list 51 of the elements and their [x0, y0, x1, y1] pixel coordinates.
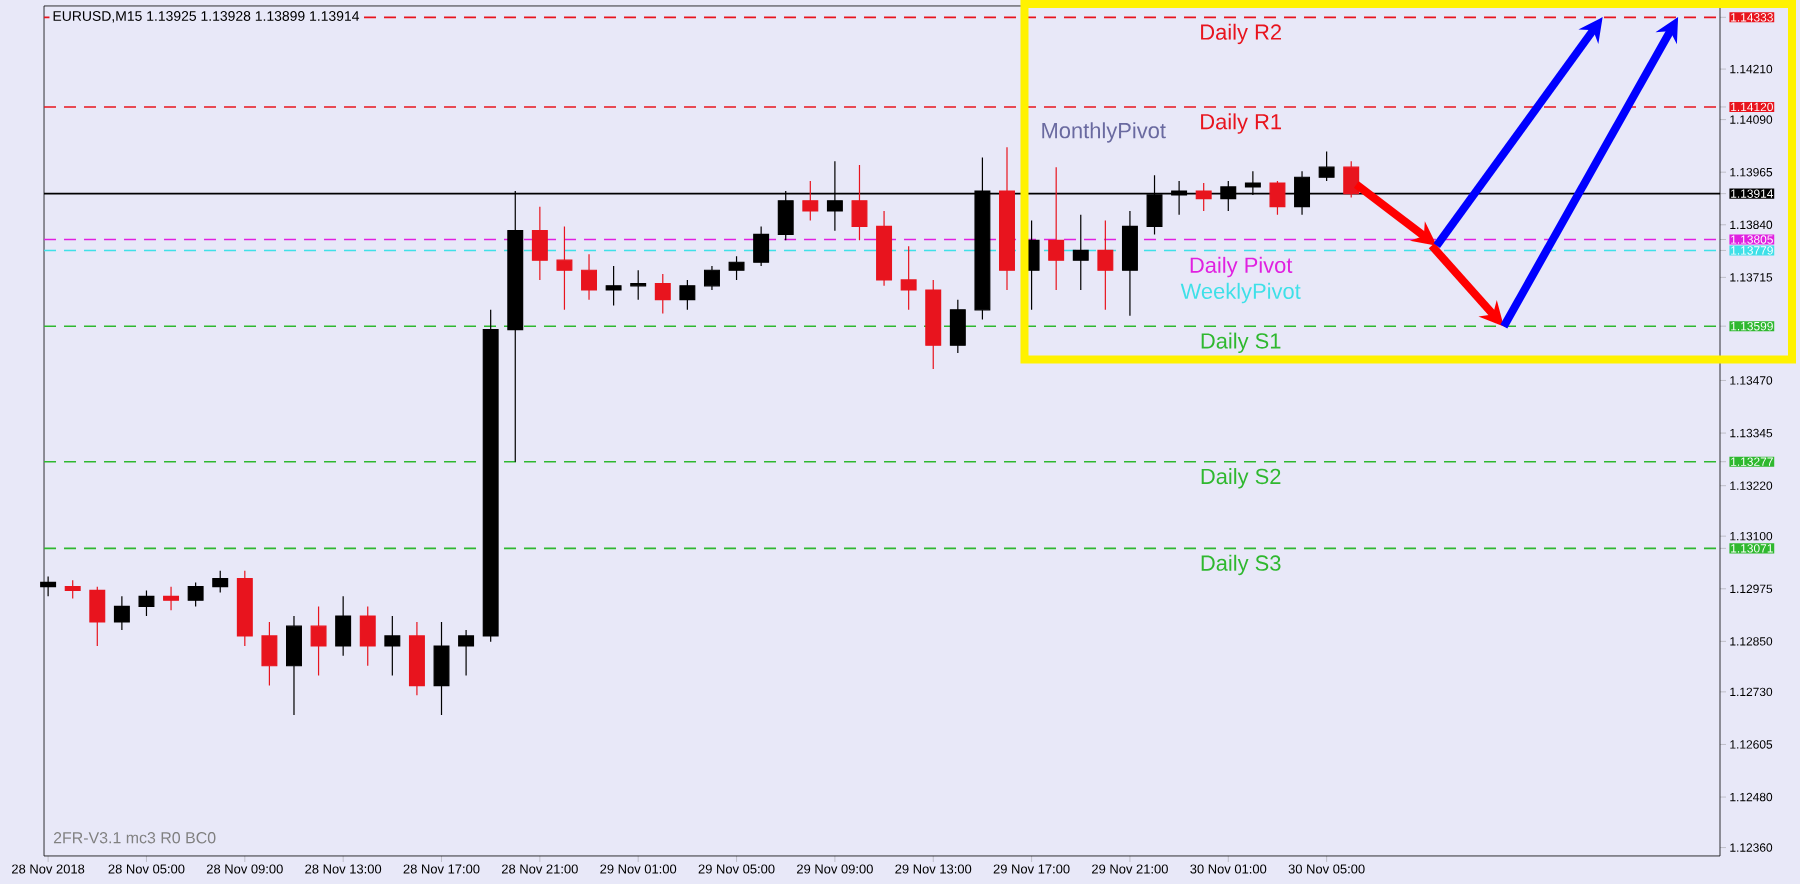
- ref-line-label: Daily Pivot: [1190, 256, 1293, 278]
- candlestick: [802, 180, 819, 222]
- candlestick: [113, 595, 130, 631]
- candlestick: [703, 265, 720, 291]
- ref-line-label: Daily S3: [1201, 554, 1281, 576]
- candlestick: [1343, 160, 1360, 199]
- candlestick: [335, 595, 352, 657]
- candlestick: [286, 615, 302, 716]
- ref-line-label: Daily S1: [1201, 332, 1281, 354]
- candlestick: [163, 586, 180, 611]
- candlestick: [359, 605, 376, 667]
- candlestick: [458, 629, 475, 677]
- candlestick: [753, 225, 770, 267]
- candlestick: [89, 586, 106, 647]
- candlestick: [949, 299, 966, 354]
- candlestick: [1318, 150, 1335, 182]
- candlestick: [630, 269, 647, 301]
- candlestick: [1195, 182, 1212, 212]
- candlestick: [728, 255, 745, 281]
- candlestick: [1048, 166, 1065, 291]
- ref-line-label: Daily R1: [1201, 113, 1281, 134]
- candlestick: [556, 225, 573, 311]
- candlestick: [138, 589, 155, 617]
- candlestick: [851, 164, 868, 241]
- candlestick: [408, 621, 425, 696]
- candlestick: [1121, 210, 1138, 317]
- candlestick: [1097, 219, 1114, 311]
- candlestick: [900, 245, 917, 311]
- candlestick: [581, 253, 597, 301]
- candlestick: [1072, 214, 1089, 291]
- candlestick: [384, 615, 401, 677]
- candlestick: [1269, 180, 1286, 216]
- candlestick: [531, 206, 548, 281]
- candlestick: [64, 579, 81, 600]
- candlestick: [605, 265, 622, 307]
- candlestick: [212, 570, 229, 594]
- candlestick: [261, 621, 278, 687]
- candlestick: [925, 279, 942, 370]
- candlestick: [236, 570, 253, 647]
- candlestick: [876, 210, 893, 287]
- candlestick: [999, 146, 1015, 291]
- ref-line-label: WeeklyPivot: [1180, 282, 1301, 304]
- candlestick: [433, 621, 450, 716]
- ref-line-label: Daily R2: [1201, 23, 1281, 45]
- candlestick: [482, 309, 499, 643]
- candlestick: [310, 605, 327, 677]
- ref-line-label: Daily S2: [1201, 468, 1281, 489]
- candlestick: [679, 279, 696, 311]
- candlestick: [654, 273, 671, 315]
- annotation: MonthlyPivot: [1042, 122, 1166, 143]
- candlestick: [187, 581, 204, 608]
